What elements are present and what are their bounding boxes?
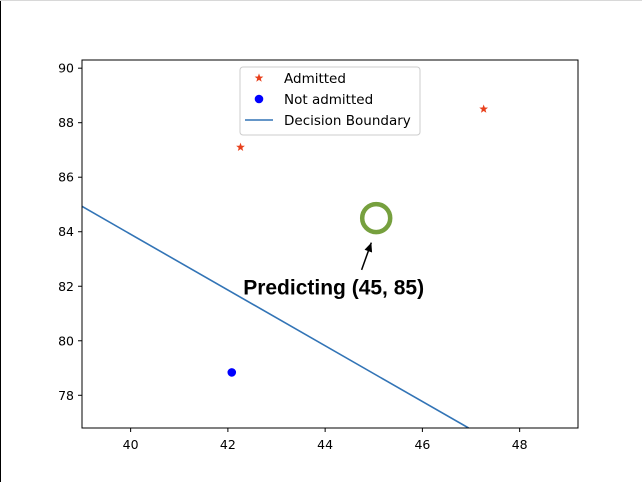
- decision-boundary-line: [82, 205, 469, 428]
- x-tick-label: 40: [123, 437, 139, 452]
- y-tick-label: 86: [58, 170, 74, 185]
- legend-box: [239, 66, 421, 136]
- legend-star-icon: [254, 73, 264, 82]
- legend-entry-label: Admitted: [284, 71, 346, 87]
- y-tick-label: 80: [58, 333, 74, 348]
- x-tick-label: 48: [512, 437, 528, 452]
- y-tick-label: 82: [58, 279, 74, 294]
- legend: Admitted Not admitted Decision Boundary: [239, 66, 421, 136]
- plot-frame: [81, 59, 579, 429]
- annotation: Predicting (45, 85): [243, 242, 424, 300]
- x-tick-label: 44: [317, 437, 333, 452]
- admitted-point: [479, 104, 489, 113]
- window-edge-left: [0, 0, 1, 482]
- not-admitted-point: [227, 368, 237, 377]
- annotation-arrowhead: [364, 242, 373, 253]
- legend-circle-icon: [254, 94, 264, 104]
- admitted-point: [236, 142, 245, 151]
- legend-entry-label: Not admitted: [284, 92, 373, 108]
- annotation-text: Predicting (45, 85): [243, 277, 424, 300]
- y-tick-label: 90: [58, 61, 74, 76]
- window-edge-top: [0, 0, 642, 1]
- y-tick-label: 84: [58, 224, 74, 239]
- plot-content: [82, 104, 489, 428]
- legend-entry-label: Decision Boundary: [284, 113, 411, 129]
- y-tick-label: 88: [58, 115, 74, 130]
- x-tick-label: 42: [220, 437, 236, 452]
- prediction-marker: [359, 201, 393, 235]
- y-axis: 78 80 82 84 86 88 90: [58, 61, 82, 403]
- x-axis: 40 42 44 46 48: [123, 428, 528, 452]
- x-tick-label: 46: [414, 437, 430, 452]
- y-tick-label: 78: [58, 388, 74, 403]
